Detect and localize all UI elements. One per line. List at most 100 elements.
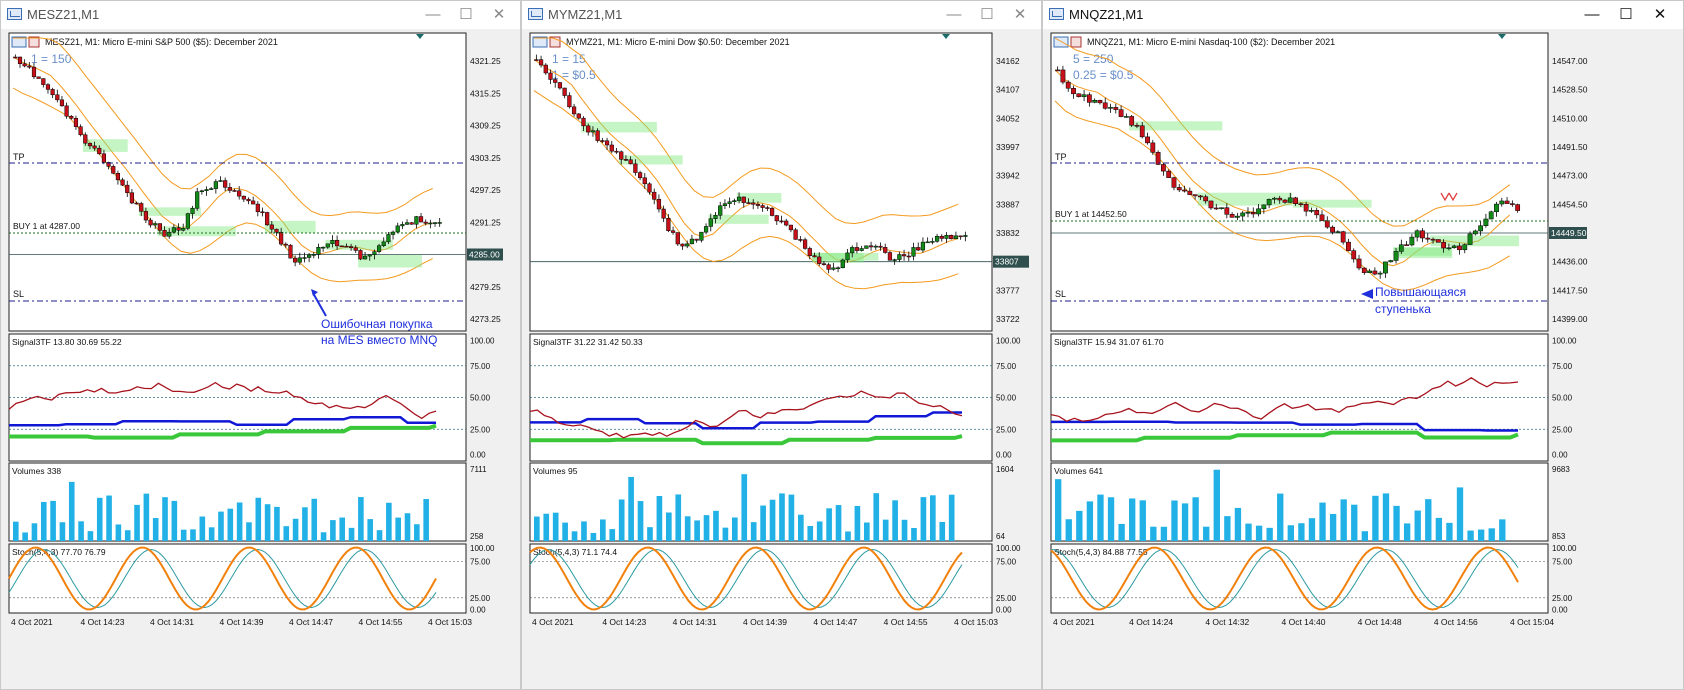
chart-window-mnq[interactable]: MNQZ21,M1 — ☐ ✕ MNQZ21, M1: Micro E-mini…: [1042, 0, 1684, 690]
volume-bar: [675, 494, 682, 541]
ma-band-upper-line: [1054, 37, 1510, 227]
volume-bar: [395, 517, 401, 541]
volume-bar: [208, 527, 215, 541]
candle-body: [335, 240, 340, 247]
close-button[interactable]: ✕: [1013, 6, 1027, 23]
sr-zone: [812, 252, 864, 263]
candle-body: [1092, 100, 1098, 103]
candle-body: [1425, 237, 1431, 240]
candle-body: [41, 78, 46, 85]
volume-bar: [590, 532, 597, 541]
chart-window-icon: [7, 8, 22, 20]
minimize-button[interactable]: —: [1584, 6, 1600, 23]
window-titlebar[interactable]: MYMZ21,M1 — ☐ ✕: [522, 1, 1041, 29]
maximize-button[interactable]: ☐: [459, 6, 473, 23]
take-profit-label: TP: [13, 152, 25, 162]
current-price-label: 4285.00: [469, 250, 500, 260]
signal-green-line: [1051, 430, 1519, 443]
price-scale-label: 34107: [996, 85, 1020, 95]
minimize-button[interactable]: —: [946, 6, 962, 23]
candle-body: [400, 224, 405, 227]
candle-body: [1245, 211, 1251, 214]
volume-bar: [1414, 510, 1421, 541]
volume-bar: [236, 502, 243, 541]
price-scale-label: 33997: [996, 142, 1020, 152]
volume-bar: [1467, 530, 1474, 541]
candle-body: [115, 173, 121, 181]
volume-bar: [1150, 526, 1157, 541]
time-axis-label: 4 Oct 14:48: [1358, 617, 1402, 627]
close-button[interactable]: ✕: [492, 6, 506, 23]
volume-bar: [826, 508, 832, 541]
candle-body: [288, 244, 293, 259]
volume-bar: [618, 499, 625, 541]
candle-body: [557, 82, 563, 89]
volume-bar: [741, 474, 748, 541]
volumes-min-label: 258: [470, 532, 484, 541]
time-axis-label: 4 Oct 2021: [532, 617, 574, 627]
chart-window-mym[interactable]: MYMZ21,M1 — ☐ ✕ MYMZ21, M1: Micro E-mini…: [521, 0, 1042, 690]
candle-body: [437, 222, 442, 224]
candle-body: [246, 198, 251, 202]
volume-bar: [1340, 499, 1347, 541]
candle-body: [428, 222, 433, 225]
sell-signal-arrows: [1440, 192, 1458, 202]
symbol-description: MYMZ21, M1: Micro E-mini Dow $0.50: Dece…: [566, 37, 790, 47]
candle-body: [13, 56, 18, 59]
candle-body: [623, 159, 629, 161]
candle-body: [87, 142, 93, 147]
time-axis-label: 4 Oct 15:04: [1510, 617, 1554, 627]
volume-bar: [647, 527, 653, 541]
candle-body: [637, 172, 643, 179]
window-titlebar[interactable]: MNQZ21,M1 — ☐ ✕: [1043, 1, 1683, 29]
chart-window-mes[interactable]: MESZ21,M1 — ☐ ✕ MESZ21, M1: Micro E-mini…: [0, 0, 521, 690]
candle-body: [157, 223, 162, 231]
volume-bar: [283, 526, 290, 541]
volume-bar: [320, 532, 327, 541]
candle-body: [73, 118, 79, 127]
candle-body: [125, 184, 130, 193]
candle-body: [1229, 214, 1235, 218]
chart-area[interactable]: MYMZ21, M1: Micro E-mini Dow $0.50: Dece…: [522, 29, 1041, 689]
current-price-box: [467, 248, 503, 261]
volume-bar: [779, 493, 785, 541]
volume-bar: [835, 505, 842, 541]
candle-body: [553, 79, 558, 83]
candle-body: [670, 230, 676, 233]
candle-body: [27, 65, 32, 68]
contract-info-text: 1 = 15: [552, 52, 586, 66]
volume-bar: [302, 507, 308, 541]
candle-body: [316, 247, 321, 255]
chart-area[interactable]: MNQZ21, M1: Micro E-mini Nasdaq-100 ($2)…: [1043, 29, 1683, 689]
volumes-header: Volumes 95: [533, 466, 578, 476]
volume-bar: [873, 493, 880, 541]
volume-bar: [264, 504, 271, 541]
volume-bar: [1160, 526, 1168, 541]
candle-body: [353, 247, 358, 251]
candle-body: [241, 195, 246, 200]
main-pane: [529, 32, 993, 332]
candle-body: [1435, 239, 1441, 243]
maximize-button[interactable]: ☐: [1619, 6, 1633, 23]
maximize-button[interactable]: ☐: [980, 6, 994, 23]
price-scale-label: 33722: [996, 314, 1020, 324]
volume-bar: [50, 500, 56, 541]
price-scale-label: 4303.25: [470, 153, 501, 163]
minimize-button[interactable]: —: [425, 6, 441, 23]
candle-body: [255, 203, 260, 213]
volume-bar: [1107, 497, 1115, 541]
candle-body: [330, 240, 335, 245]
signal-red-line: [1050, 377, 1519, 422]
chart-type-icon: [11, 36, 27, 48]
price-scale-label: 33832: [996, 228, 1020, 238]
window-titlebar[interactable]: MESZ21,M1 — ☐ ✕: [1, 1, 520, 29]
main-pane: [8, 32, 467, 332]
volume-bar: [1372, 495, 1379, 541]
candle-body: [339, 245, 344, 248]
volume-bar: [1435, 517, 1443, 541]
chart-area[interactable]: MESZ21, M1: Micro E-mini S&P 500 ($5): D…: [1, 29, 520, 689]
price-scale-label: 33887: [996, 199, 1020, 209]
stoch-main-line: [8, 546, 437, 611]
signal-green-line: [9, 423, 437, 440]
close-button[interactable]: ✕: [1653, 6, 1667, 23]
